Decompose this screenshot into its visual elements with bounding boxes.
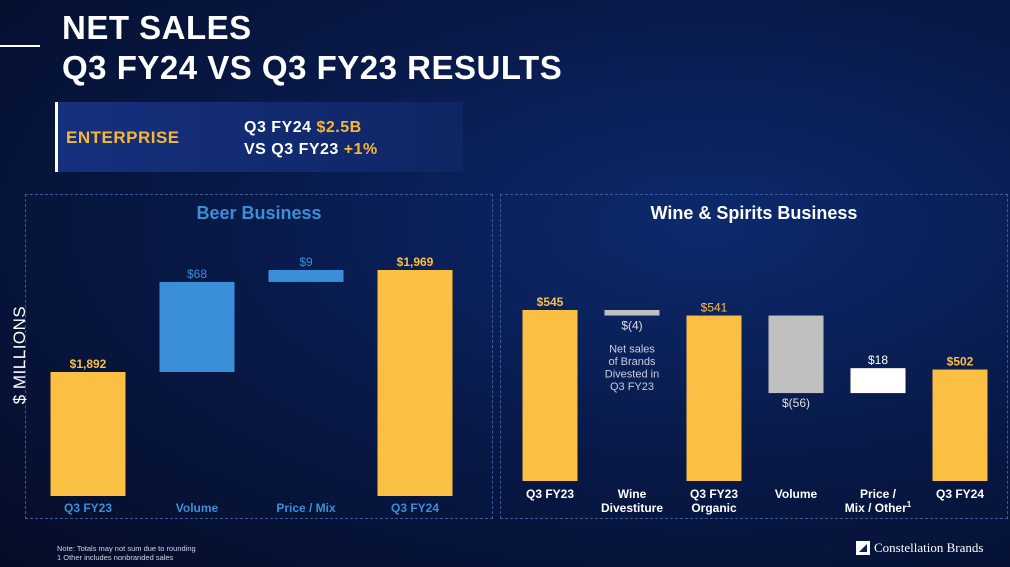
title-line-1: NET SALES <box>62 9 252 46</box>
banner-line-2-value: +1% <box>343 141 378 158</box>
category-label-q3-fy23-organic: Q3 FY23 <box>690 487 738 501</box>
category-label-wine-divestiture: Divestiture <box>601 501 663 515</box>
bar-price-mix-other <box>850 368 906 394</box>
category-label-q3-fy23: Q3 FY23 <box>526 487 574 501</box>
banner-line-1-value: $2.5B <box>316 119 362 136</box>
bar-volume <box>768 315 824 394</box>
data-label-volume: $(56) <box>782 396 810 410</box>
company-logo: Constellation Brands <box>856 540 983 556</box>
bar-price-mix <box>268 270 344 282</box>
footnote-line-1: Note: Totals may not sum due to rounding <box>57 544 196 553</box>
data-label-volume: $68 <box>187 267 207 281</box>
bar-q3-fy24 <box>932 369 988 481</box>
bar-q3-fy23 <box>50 372 126 496</box>
banner-line-1: Q3 FY24 $2.5B <box>244 119 362 137</box>
footnote-line-2: 1 Other includes nonbranded sales <box>57 553 174 562</box>
data-label-wine-divestiture: $(4) <box>621 319 642 333</box>
category-label-volume: Volume <box>775 487 818 501</box>
category-label-price-mix: Price / Mix <box>276 501 336 515</box>
annotation-wine-divestiture: of Brands <box>608 356 656 368</box>
bar-q3-fy23 <box>522 310 578 481</box>
data-label-price-mix-other: $18 <box>868 353 888 367</box>
logo-text: Constellation Brands <box>874 540 984 555</box>
banner-line-2-prefix: VS Q3 FY23 <box>244 141 344 158</box>
category-label-price-mix-other: Mix / Other1 <box>845 500 912 515</box>
data-label-q3-fy23: $1,892 <box>70 357 107 371</box>
constellation-logo-icon <box>856 541 870 555</box>
category-label-price-mix-other: Price / <box>860 487 897 501</box>
annotation-wine-divestiture: Divested in <box>605 369 659 381</box>
page-title: NET SALES Q3 FY24 VS Q3 FY23 RESULTS <box>62 8 562 88</box>
title-accent-rule <box>0 45 40 47</box>
wine-chart-title: Wine & Spirits Business <box>650 203 858 223</box>
category-label-q3-fy23-organic: Organic <box>691 501 737 515</box>
enterprise-banner: ENTERPRISE Q3 FY24 $2.5B VS Q3 FY23 +1% <box>55 102 463 172</box>
bar-volume <box>159 281 235 372</box>
category-label-q3-fy24: Q3 FY24 <box>936 487 984 501</box>
category-label-volume: Volume <box>176 501 219 515</box>
wine-panel: Wine & Spirits Business $545 Q3 FY23 $(4) W… <box>500 194 1008 519</box>
banner-line-2: VS Q3 FY23 +1% <box>244 141 378 159</box>
footnote: Note: Totals may not sum due to rounding… <box>57 544 196 562</box>
annotation-wine-divestiture: Q3 FY23 <box>610 381 654 393</box>
category-label-wine-divestiture: Wine <box>618 487 647 501</box>
banner-line-1-prefix: Q3 FY24 <box>244 119 317 136</box>
category-label-q3-fy23: Q3 FY23 <box>64 501 112 515</box>
category-label-q3-fy24: Q3 FY24 <box>391 501 439 515</box>
bar-q3-fy23-organic <box>686 315 742 481</box>
data-label-q3-fy24: $502 <box>947 355 974 369</box>
enterprise-label: ENTERPRISE <box>66 128 180 147</box>
beer-panel: Beer Business $1,892 Q3 FY23 $68 Volume $9 Pr… <box>25 194 493 519</box>
data-label-q3-fy23-organic: $541 <box>701 301 728 315</box>
bar-q3-fy24 <box>377 270 453 496</box>
beer-chart-title: Beer Business <box>196 203 322 223</box>
bar-wine-divestiture <box>604 310 660 316</box>
beer-waterfall-chart: $1,892 Q3 FY23 $68 Volume $9 Price / Mix $1,96… <box>50 255 453 515</box>
data-label-price-mix: $9 <box>299 255 313 269</box>
data-label-q3-fy23: $545 <box>537 295 564 309</box>
annotation-wine-divestiture: Net sales <box>609 344 655 356</box>
title-line-2: Q3 FY24 VS Q3 FY23 RESULTS <box>62 49 563 86</box>
data-label-q3-fy24: $1,969 <box>397 255 434 269</box>
